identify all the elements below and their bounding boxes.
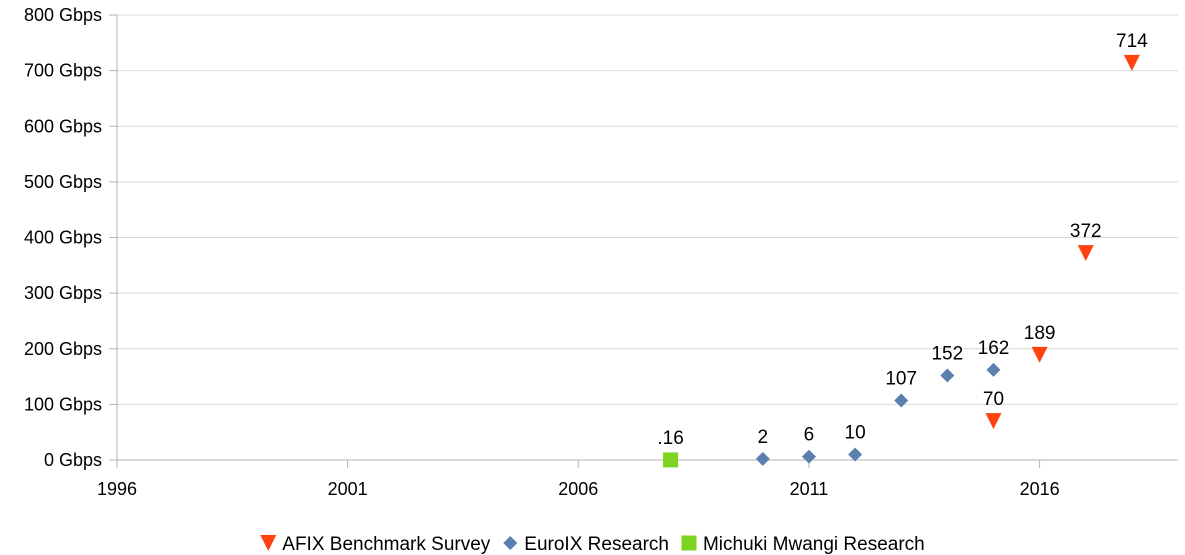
data-label-series1-2: 10 bbox=[845, 422, 866, 443]
point-series1-4 bbox=[940, 368, 955, 383]
point-series1-0 bbox=[755, 451, 770, 466]
y-tick-label-800: 800 Gbps bbox=[24, 5, 102, 25]
legend-item-1: EuroIX Research bbox=[503, 534, 669, 555]
data-label-series2-0: .16 bbox=[657, 428, 683, 449]
x-tick-label-2016: 2016 bbox=[1020, 479, 1060, 499]
point-series1-1 bbox=[801, 449, 816, 464]
data-label-series1-1: 6 bbox=[804, 425, 815, 446]
y-tick-label-300: 300 Gbps bbox=[24, 283, 102, 303]
y-tick-label-500: 500 Gbps bbox=[24, 172, 102, 192]
point-series1-2 bbox=[848, 447, 863, 462]
legend: AFIX Benchmark Survey EuroIX Research Mich… bbox=[260, 534, 925, 555]
legend-item-0: AFIX Benchmark Survey bbox=[260, 534, 491, 555]
x-axis-tick-labels: 1996 2001 2006 2011 2016 bbox=[97, 479, 1060, 499]
data-label-series1-4: 152 bbox=[931, 343, 963, 364]
legend-label-0: AFIX Benchmark Survey bbox=[282, 534, 491, 555]
point-series1-5 bbox=[986, 362, 1001, 377]
legend-label-2: Michuki Mwangi Research bbox=[703, 534, 925, 555]
legend-label-1: EuroIX Research bbox=[524, 534, 669, 555]
y-axis-tick-labels: 0 Gbps 100 Gbps 200 Gbps 300 Gbps 400 Gbps 50… bbox=[24, 5, 102, 470]
x-tick-label-2011: 2011 bbox=[790, 479, 829, 499]
data-label-series1-5: 162 bbox=[978, 338, 1010, 359]
y-tick-label-0: 0 Gbps bbox=[44, 450, 102, 470]
data-label-series1-0: 2 bbox=[758, 427, 769, 448]
axes bbox=[109, 14, 1178, 468]
data-label-series0-1: 189 bbox=[1024, 323, 1056, 344]
point-series2-0 bbox=[663, 452, 679, 468]
point-series0-3 bbox=[1123, 54, 1140, 71]
x-tick-label-2001: 2001 bbox=[328, 479, 368, 499]
point-series0-2 bbox=[1077, 245, 1094, 262]
y-tick-label-100: 100 Gbps bbox=[24, 394, 102, 414]
y-tick-label-600: 600 Gbps bbox=[24, 116, 102, 136]
grid-lines bbox=[117, 14, 1178, 405]
point-series0-0 bbox=[985, 413, 1002, 430]
point-series0-1 bbox=[1031, 346, 1048, 363]
data-label-series1-3: 107 bbox=[885, 368, 917, 389]
x-tick-label-2006: 2006 bbox=[558, 479, 598, 499]
y-tick-label-200: 200 Gbps bbox=[24, 339, 102, 359]
legend-marker-0 bbox=[260, 535, 277, 551]
x-tick-label-1996: 1996 bbox=[97, 479, 137, 499]
legend-item-2: Michuki Mwangi Research bbox=[681, 534, 925, 555]
data-label-series0-2: 372 bbox=[1070, 221, 1102, 242]
legend-marker-2 bbox=[681, 535, 697, 551]
y-tick-label-400: 400 Gbps bbox=[24, 228, 102, 248]
legend-marker-1 bbox=[503, 536, 518, 550]
data-label-series0-3: 714 bbox=[1116, 31, 1148, 52]
point-series1-3 bbox=[894, 393, 909, 408]
data-points bbox=[663, 54, 1140, 468]
data-label-series0-0: 70 bbox=[983, 389, 1004, 410]
data-labels: 70 189 372 714 2 6 10 107 152 162 .16 bbox=[657, 31, 1148, 449]
y-tick-label-700: 700 Gbps bbox=[24, 61, 102, 81]
